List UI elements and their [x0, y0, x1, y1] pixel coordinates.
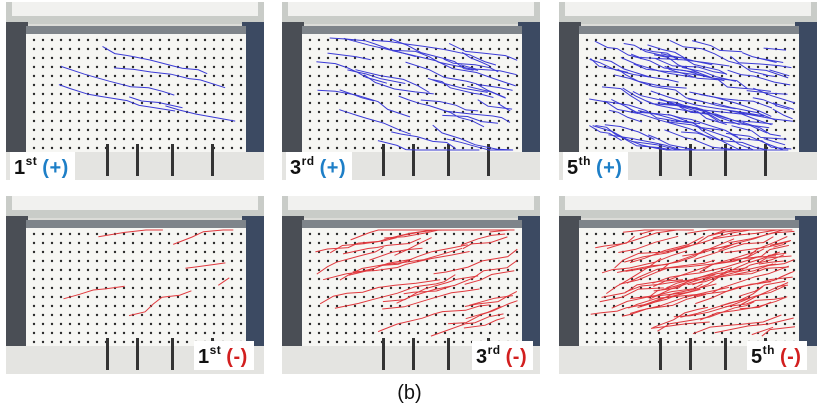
photo-grid: 1st (+) 3rd (+) 5th (+) 1st (-) 3rd (-) 5th (-…	[6, 2, 817, 374]
wall-photo-cycle-3-negative: 3rd (-)	[282, 196, 540, 374]
wall-photo-cycle-5-negative: 5th (-)	[559, 196, 817, 374]
figure-caption: (b)	[397, 382, 422, 404]
wall-photo-cycle-1-negative: 1st (-)	[6, 196, 264, 374]
cycle-label: 3rd (+)	[286, 152, 353, 180]
cycle-label: 1st (+)	[10, 152, 75, 180]
wall-photo-cycle-5-positive: 5th (+)	[559, 2, 817, 180]
cycle-label: 5th (+)	[563, 152, 629, 180]
wall-specimen-illustration	[559, 2, 817, 180]
cycle-label: 5th (-)	[747, 341, 808, 370]
wall-photo-cycle-3-positive: 3rd (+)	[282, 2, 540, 180]
cycle-label: 1st (-)	[194, 341, 254, 370]
cycle-label: 3rd (-)	[472, 341, 534, 370]
wall-photo-cycle-1-positive: 1st (+)	[6, 2, 264, 180]
